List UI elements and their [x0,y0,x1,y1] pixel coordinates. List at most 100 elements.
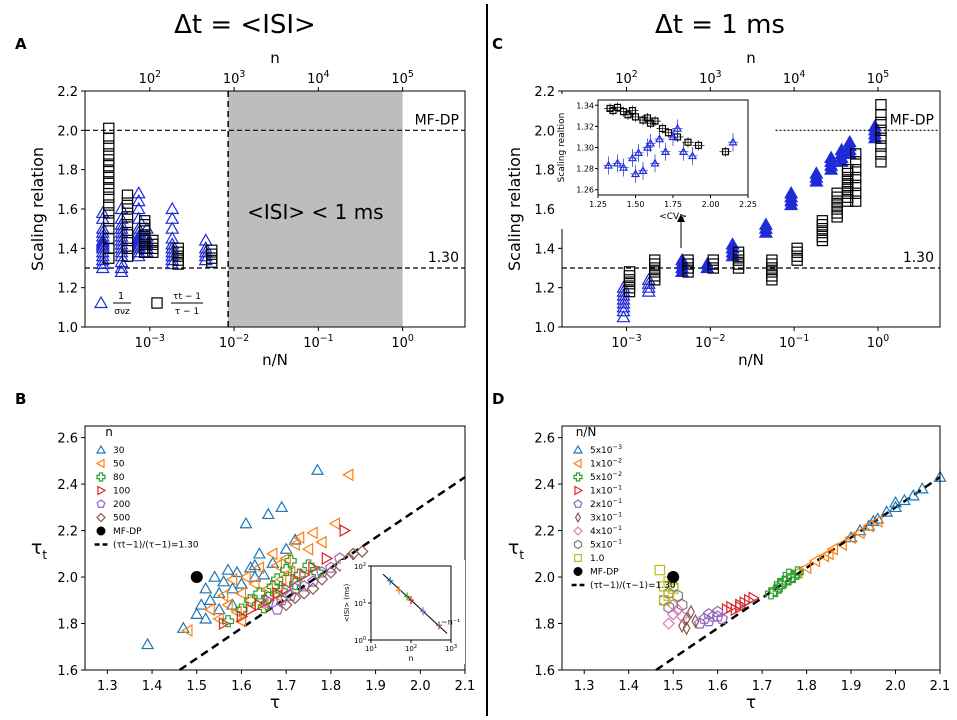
data-point-triangle [165,256,180,270]
x-tick-label: 1.3 [574,679,595,694]
y-tick-label: 1.6 [57,664,78,679]
data-point-triangle [641,272,656,285]
x-tick-label: 1.8 [321,679,342,694]
data-point-triangle [131,221,146,234]
data-point-hexagon [676,598,688,612]
data-point-triangle [114,225,129,238]
data-point-square [103,122,115,135]
data-point-square [103,191,115,203]
tick-base: 10 [219,336,236,351]
inset-y-tick-label: 1.30 [576,144,594,153]
top-x-tick-label: 103 [699,69,722,87]
inset-y-tick-label: 1.34 [576,101,594,110]
inset-point-blue [687,151,698,160]
data-point-triangle [208,570,222,582]
x-tick-label: 2.1 [455,679,476,694]
data-point-triangle [616,304,631,317]
panel-label-B: B [15,390,26,408]
tick-exponent: 2 [363,562,366,568]
x-tick-label: 1.7 [752,679,773,694]
tick-base: 10 [303,336,320,351]
data-point-square [791,254,803,266]
data-point-pentagon [271,603,284,615]
data-point-triangle-left [203,603,215,617]
x-tick-label: 1.4 [618,679,639,694]
tick-base: 10 [365,645,374,653]
y-tick-label: 2.6 [534,432,555,447]
legend-marker-8 [573,553,582,562]
data-point-square [766,274,778,286]
data-point-diamond [662,617,676,630]
data-point-square [103,207,115,219]
legend-label-5: 3x10−1 [590,511,622,524]
x-tick-label: 1.4 [142,679,163,694]
data-point-triangle-left [315,535,327,549]
panel-B: B 1.6 1.8 2.0 2.2 2.4 2.6 1.3 1.4 1.5 1.6 1.7 1.8 1.9… [15,390,475,713]
data-point-triangle-right [272,586,284,600]
inset-x-tick-label: 2.25 [739,200,757,209]
inset-point-black [624,111,632,119]
legend-label-0: 30 [113,446,125,456]
data-point-triangle [95,233,110,246]
data-point-square [831,211,843,223]
y-tick-label: 1.2 [534,282,555,297]
data-point-plus [764,587,778,600]
data-point-square [654,564,666,576]
data-point-plus [782,568,795,581]
data-point-pentagon [711,610,724,622]
x-axis-label: n/N [738,351,764,369]
data-point-square [831,187,843,199]
hline-label-1: MF-DP [890,112,934,128]
data-point-plus [791,566,804,579]
data-point-triangle-left [799,561,812,575]
data-point-triangle [275,500,289,513]
inset-fit-label: ~n⁻¹ [441,618,460,627]
legend-label-3: 1x10−1 [590,484,622,497]
inset-x-tick-label: 102 [405,644,417,653]
legend-label-7: 5x10−1 [590,538,622,551]
y-tick-label: 1.6 [534,664,555,679]
tick-base: 10 [223,72,240,87]
y-tick-label: 2.0 [534,124,555,139]
y-tick-label: 1.4 [534,242,555,257]
y-tick-label: 2.4 [57,478,78,493]
data-point-pentagon [307,575,319,587]
x-tick-label: 1.7 [276,679,297,694]
data-point-square [103,140,115,152]
data-point-square [875,108,887,121]
data-point-triangle-left [871,514,883,528]
legend-marker-triangle [93,295,109,309]
y-axis-label: τt [508,537,524,562]
legend-marker-2 [96,472,106,482]
data-point-square [121,203,134,215]
data-point-diamond-thin [682,611,691,627]
data-point-triangle-left [808,554,821,568]
inset-x-label: n [408,654,413,663]
y-tick-label: 2.2 [57,85,78,100]
data-point-diamond [288,591,302,605]
tick-exponent: 5 [883,69,889,80]
data-point-square [875,99,887,111]
data-point-triangle [203,593,217,606]
legend-marker-square [151,297,163,309]
top-x-tick-label: 104 [783,69,806,87]
x-tick-label: 10−3 [135,333,165,351]
data-point-triangle [95,245,110,258]
legend-label-9: MF-DP [590,568,619,578]
data-point-square [103,148,115,160]
data-point-triangle [616,300,631,313]
data-point-square [841,163,854,176]
data-point-square [831,195,843,207]
data-point-square [147,234,159,247]
data-point-square [623,266,636,278]
y-tick-label: 1.0 [57,321,78,336]
data-point-square [103,222,115,235]
legend-label-1: 1x10−2 [590,457,622,470]
tick-exponent: 0 [363,636,366,642]
inset-point-black [646,119,655,127]
inset-point-blue [660,147,671,155]
data-point-triangle-right [236,610,249,624]
panel-label-C: C [492,35,503,53]
data-point-pentagon [262,596,275,608]
data-point-plus [262,591,275,605]
